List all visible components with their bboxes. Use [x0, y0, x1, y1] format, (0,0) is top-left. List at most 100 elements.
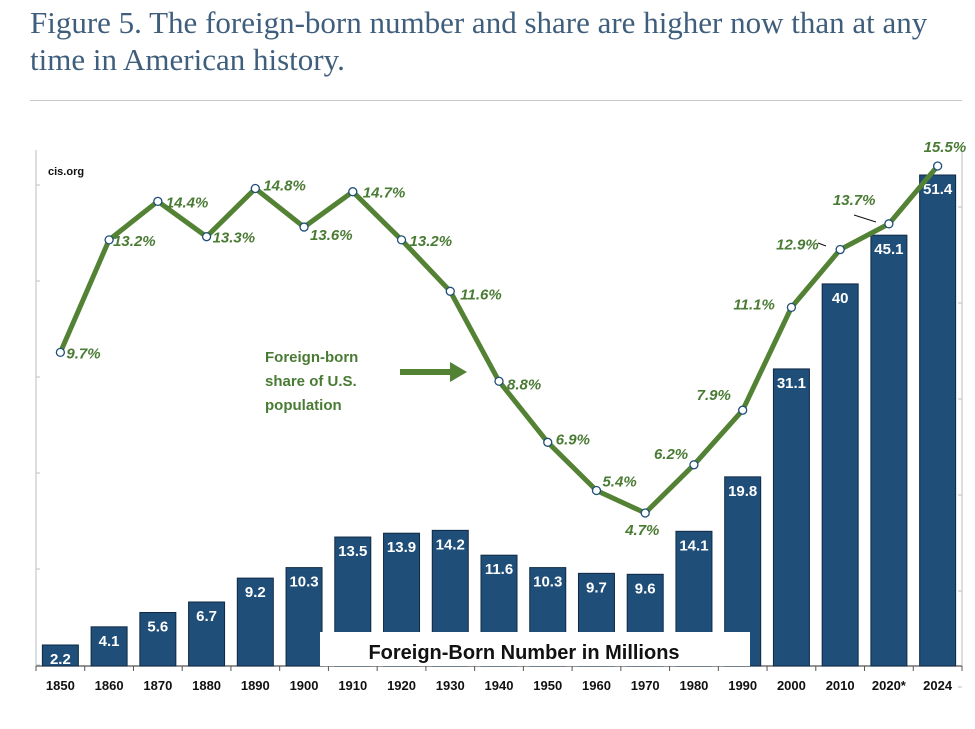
bar-value-label: 6.7	[196, 608, 217, 625]
share-point	[494, 376, 504, 386]
figure-title: Figure 5. The foreign-born number and sh…	[30, 5, 928, 77]
share-value-label: 6.2%	[654, 446, 688, 463]
bar-caption-box: Foreign-Born Number in Millions	[320, 632, 750, 666]
share-point	[348, 187, 358, 197]
share-point	[738, 405, 748, 415]
bar-value-label: 9.7	[586, 579, 607, 596]
share-point	[153, 196, 163, 206]
x-axis-label: 2024	[923, 678, 953, 693]
annotation-arrow-head	[450, 362, 467, 382]
bar-series: 2.2 4.1 5.6 6.7 9.2 10.3 13.5 13.9 14.2 11.6 10.3 9…	[41, 174, 957, 668]
bar-value-label: 40	[832, 290, 849, 307]
share-value-label: 13.7%	[833, 192, 876, 209]
share-point	[299, 222, 309, 232]
bar	[870, 234, 908, 667]
bar-value-label: 51.4	[923, 181, 953, 198]
share-point	[396, 235, 407, 245]
x-axis-label: 1930	[436, 678, 465, 693]
x-axis-label: 2010	[826, 678, 855, 693]
bar-value-label: 19.8	[728, 483, 757, 500]
share-point	[104, 235, 114, 245]
share-value-label: 5.4%	[602, 474, 636, 491]
share-value-label: 14.8%	[263, 177, 306, 194]
x-axis-label: 1980	[679, 678, 708, 693]
share-value-label: 15.5%	[924, 139, 967, 156]
bar-value-label: 31.1	[777, 375, 806, 392]
share-point	[884, 219, 894, 229]
bar-value-label: 13.9	[387, 539, 416, 556]
annotation-line-3: population	[265, 397, 342, 414]
source-label: cis.org	[48, 166, 84, 178]
bar-value-label: 9.6	[635, 580, 656, 597]
bar-value-label: 13.5	[338, 543, 367, 560]
share-point	[201, 232, 212, 242]
bar-caption: Foreign-Born Number in Millions	[368, 642, 679, 664]
annotation-arrow-shaft	[400, 369, 450, 375]
bar	[821, 283, 859, 667]
bar-value-label: 10.3	[289, 574, 318, 591]
x-axis-label: 1890	[241, 678, 270, 693]
x-axis-label: 1950	[533, 678, 562, 693]
bar-value-label: 11.6	[485, 561, 513, 578]
x-axis-label: 1920	[387, 678, 416, 693]
x-axis-label: 1990	[728, 678, 757, 693]
share-annotation: Foreign-born share of U.S. population	[265, 349, 467, 414]
share-point	[55, 347, 66, 358]
x-axis-label: 1860	[95, 678, 124, 693]
share-point	[932, 161, 943, 171]
x-axis-label: 2000	[777, 678, 806, 693]
share-value-label: 14.7%	[363, 185, 406, 202]
leader-line	[853, 214, 877, 223]
share-value-label: 11.1%	[733, 296, 774, 313]
share-point	[835, 244, 845, 255]
x-axis-label: 1910	[338, 678, 367, 693]
bar-value-label: 5.6	[147, 619, 168, 636]
share-point	[786, 302, 797, 313]
title-divider	[30, 100, 962, 101]
bar-value-label: 9.2	[245, 584, 266, 601]
leader-line	[817, 242, 827, 247]
x-axis-label: 1970	[631, 678, 660, 693]
x-axis-labels: 1850 1860 1870 1880 1890 1900 1910 1920 1930 1940…	[46, 678, 953, 693]
share-value-label: 13.2%	[410, 233, 453, 250]
share-value-label: 14.4%	[166, 194, 209, 211]
x-axis-label: 1940	[485, 678, 514, 693]
bar-value-label: 10.3	[533, 574, 562, 591]
bar-caption-background	[320, 632, 750, 666]
x-axis-label: 1900	[290, 678, 319, 693]
share-value-label: 11.6%	[460, 286, 501, 303]
bar	[772, 368, 810, 667]
share-value-label: 13.2%	[113, 233, 156, 250]
x-axis-label: 1960	[582, 678, 611, 693]
share-value-label: 6.9%	[556, 431, 590, 448]
share-value-label: 12.9%	[776, 237, 819, 254]
bar	[139, 612, 177, 667]
bar	[41, 644, 79, 667]
bar	[919, 174, 957, 667]
share-value-label: 13.3%	[213, 230, 256, 247]
share-point	[543, 437, 553, 447]
share-value-label: 7.9%	[697, 387, 731, 404]
bar-value-label: 45.1	[874, 241, 903, 258]
bar-value-label: 4.1	[99, 633, 120, 650]
bar	[90, 626, 128, 667]
share-point	[591, 485, 602, 496]
share-point	[250, 183, 260, 194]
share-value-label: 9.7%	[66, 345, 100, 362]
annotation-line-1: Foreign-born	[265, 349, 358, 366]
bar	[236, 577, 274, 667]
x-axis-label: 2020*	[872, 678, 907, 693]
bar	[188, 601, 226, 667]
bar-value-label: 14.2	[436, 536, 465, 553]
bar	[285, 567, 323, 667]
x-axis-label: 1880	[192, 678, 221, 693]
share-point	[640, 508, 650, 518]
share-value-label: 8.8%	[507, 376, 541, 393]
share-point	[689, 460, 699, 470]
x-axis-label: 1870	[143, 678, 172, 693]
annotation-line-2: share of U.S.	[265, 373, 357, 390]
bar-value-label: 2.2	[50, 651, 71, 668]
x-axis-label: 1850	[46, 678, 75, 693]
share-line-series: 9.7% 13.2% 14.4% 13.3% 14.8% 13.6% 14.7% 13.2% 1…	[55, 139, 967, 539]
